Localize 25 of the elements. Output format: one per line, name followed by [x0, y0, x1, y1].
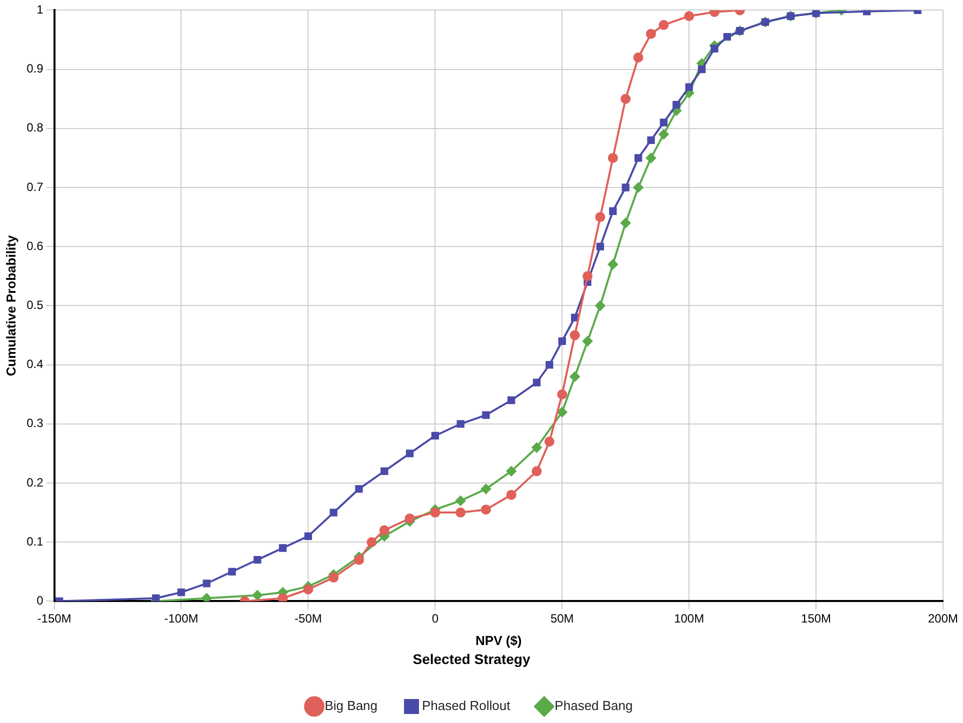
y-tick-label: 0.7 — [26, 180, 44, 194]
legend-label: Phased Bang — [554, 698, 633, 714]
y-tick-label: 0.1 — [26, 534, 44, 548]
y-tick-label: 0.2 — [26, 475, 44, 490]
legend-label: Phased Rollout — [422, 698, 511, 714]
x-tick-label: 50M — [550, 612, 574, 626]
legend-title: Selected Strategy — [412, 651, 530, 668]
x-tick-label: -100M — [164, 612, 198, 626]
legend-label: Big Bang — [324, 698, 378, 714]
y-tick-label: 0.3 — [26, 416, 44, 430]
y-tick-label: 0.9 — [26, 62, 44, 76]
y-tick-label: 0.6 — [26, 238, 44, 253]
x-tick-label: 0 — [432, 612, 439, 626]
x-tick-label: 200M — [928, 612, 958, 626]
x-tick-label: -50M — [294, 612, 322, 626]
y-tick-label: 0.8 — [26, 120, 44, 135]
x-axis-title: NPV ($) — [476, 632, 522, 648]
x-tick-label: -150M — [37, 612, 72, 626]
x-tick-label: 150M — [801, 612, 832, 626]
y-tick-label: 1 — [36, 2, 44, 17]
x-tick-label: 100M — [674, 612, 704, 626]
y-axis-title: Cumulative Probability — [3, 234, 18, 376]
y-tick-label: 0.5 — [26, 298, 44, 312]
y-tick-label: 0 — [36, 594, 44, 608]
y-tick-label: 0.4 — [26, 357, 44, 372]
